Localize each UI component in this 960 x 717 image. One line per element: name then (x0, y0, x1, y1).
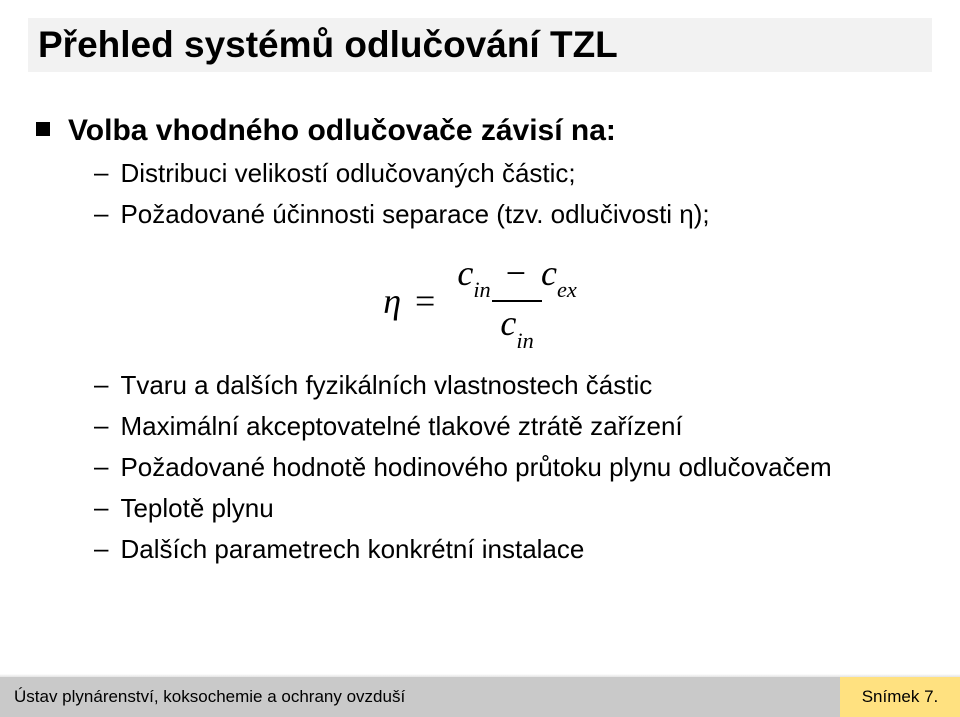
slide-content: Volba vhodného odlučovače závisí na: – D… (28, 112, 932, 567)
footer: Ústav plynárenství, koksochemie a ochran… (0, 677, 960, 717)
dash-icon: – (94, 197, 108, 231)
list-item: – Požadované účinnosti separace (tzv. od… (94, 197, 932, 232)
list-item: – Maximální akceptovatelné tlakové ztrát… (94, 409, 932, 444)
dash-icon: – (94, 491, 108, 525)
eq-minus: − (500, 253, 532, 293)
bullet-text: Volba vhodného odlučovače závisí na: (68, 112, 616, 150)
eq-equals: = (411, 280, 439, 322)
list-item-text: Dalších parametrech konkrétní instalace (120, 532, 584, 567)
list-item: – Požadované hodnotě hodinového průtoku … (94, 450, 932, 485)
dash-icon: – (94, 450, 108, 484)
list-item-text: Distribuci velikostí odlučovaných částic… (120, 156, 575, 191)
list-item-text: Maximální akceptovatelné tlakové ztrátě … (120, 409, 682, 444)
equation: η = cin − cex cin (36, 255, 932, 348)
eq-numerator: cin − cex (449, 255, 584, 301)
eq-c-in: cin (457, 253, 490, 293)
eq-c-ex: cex (541, 253, 577, 293)
eq-fraction: cin − cex cin (449, 255, 584, 348)
slide: Přehled systémů odlučování TZL Volba vho… (0, 0, 960, 717)
list-item-text: Požadované účinnosti separace (tzv. odlu… (120, 197, 709, 232)
list-item: – Teplotě plynu (94, 491, 932, 526)
square-bullet-icon (36, 122, 50, 136)
eq-denominator: cin (492, 300, 541, 348)
footer-slide-number: Snímek 7. (840, 677, 960, 717)
bullet-level1: Volba vhodného odlučovače závisí na: (36, 112, 932, 150)
dash-icon: – (94, 368, 108, 402)
list-item-text: Teplotě plynu (120, 491, 273, 526)
list-item-text: Požadované hodnotě hodinového průtoku pl… (120, 450, 831, 485)
dash-icon: – (94, 156, 108, 190)
list-item: – Distribuci velikostí odlučovaných část… (94, 156, 932, 191)
list-item-text: Tvaru a dalších fyzikálních vlastnostech… (120, 368, 652, 403)
list-item: – Dalších parametrech konkrétní instalac… (94, 532, 932, 567)
footer-institute: Ústav plynárenství, koksochemie a ochran… (0, 677, 840, 717)
slide-title: Přehled systémů odlučování TZL (38, 24, 922, 66)
title-band: Přehled systémů odlučování TZL (28, 18, 932, 72)
dash-icon: – (94, 409, 108, 443)
dash-icon: – (94, 532, 108, 566)
list-item: – Tvaru a dalších fyzikálních vlastnoste… (94, 368, 932, 403)
eq-c-in-den: cin (500, 303, 533, 343)
eq-eta: η (383, 280, 401, 322)
